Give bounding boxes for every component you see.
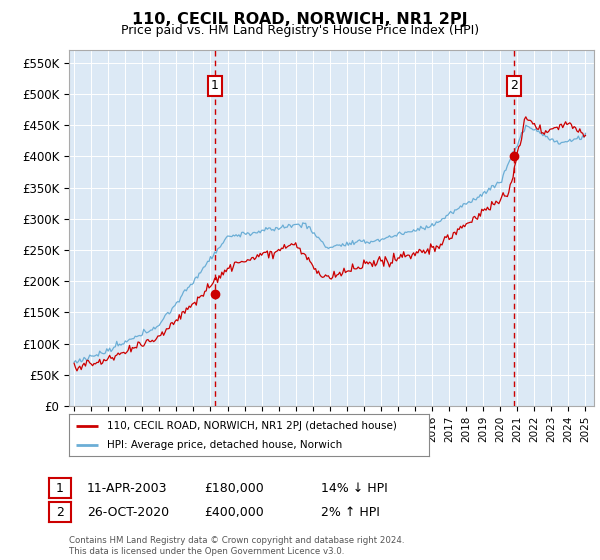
Text: HPI: Average price, detached house, Norwich: HPI: Average price, detached house, Norw… bbox=[107, 440, 342, 450]
Text: 110, CECIL ROAD, NORWICH, NR1 2PJ: 110, CECIL ROAD, NORWICH, NR1 2PJ bbox=[132, 12, 468, 27]
Text: Price paid vs. HM Land Registry's House Price Index (HPI): Price paid vs. HM Land Registry's House … bbox=[121, 24, 479, 36]
Text: 1: 1 bbox=[211, 80, 219, 92]
Text: 11-APR-2003: 11-APR-2003 bbox=[87, 482, 167, 495]
Text: 14% ↓ HPI: 14% ↓ HPI bbox=[321, 482, 388, 495]
Text: 1: 1 bbox=[56, 482, 64, 495]
Text: £180,000: £180,000 bbox=[204, 482, 264, 495]
Text: 2: 2 bbox=[510, 80, 518, 92]
Text: Contains HM Land Registry data © Crown copyright and database right 2024.
This d: Contains HM Land Registry data © Crown c… bbox=[69, 536, 404, 556]
Text: 26-OCT-2020: 26-OCT-2020 bbox=[87, 506, 169, 519]
Text: £400,000: £400,000 bbox=[204, 506, 264, 519]
Text: 2% ↑ HPI: 2% ↑ HPI bbox=[321, 506, 380, 519]
Text: 2: 2 bbox=[56, 506, 64, 519]
Text: 110, CECIL ROAD, NORWICH, NR1 2PJ (detached house): 110, CECIL ROAD, NORWICH, NR1 2PJ (detac… bbox=[107, 421, 397, 431]
